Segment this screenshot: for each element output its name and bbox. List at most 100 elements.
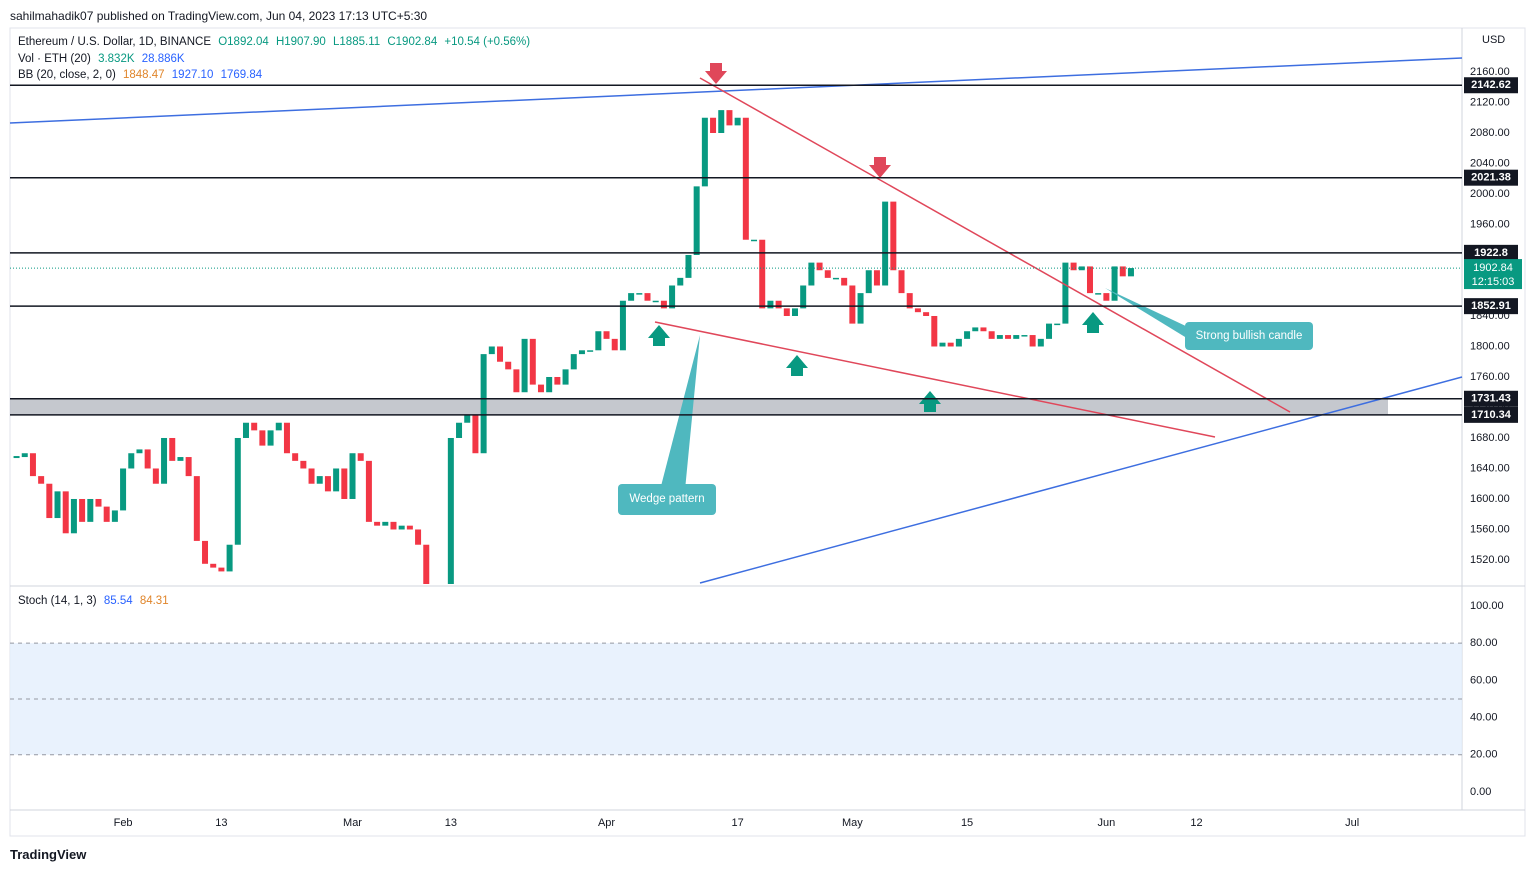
stoch-tick-label: 100.00 <box>1470 600 1504 612</box>
callout-pointer <box>1105 288 1190 340</box>
candle <box>415 529 422 545</box>
candle <box>611 338 618 351</box>
candle <box>578 350 585 355</box>
candle <box>226 544 233 572</box>
y-tick-label: 2120.00 <box>1470 96 1510 108</box>
x-tick-label: 15 <box>961 817 973 829</box>
candle <box>382 521 389 526</box>
candle <box>62 491 69 534</box>
bb-lower: 1769.84 <box>220 69 263 81</box>
x-tick-label: Apr <box>598 817 615 829</box>
y-tick-label: 1760.00 <box>1470 371 1510 383</box>
price-pane <box>10 110 1388 629</box>
level-tag <box>1464 244 1518 261</box>
candle <box>677 277 684 286</box>
candle <box>79 498 86 522</box>
candle <box>636 293 643 295</box>
level-tag <box>1464 390 1518 407</box>
candle <box>283 422 290 454</box>
drawings: Strong bullish candle Wedge pattern <box>9 57 1463 584</box>
x-tick-label: Jul <box>1345 817 1359 829</box>
candle <box>996 335 1003 339</box>
open: O1892.04 <box>218 36 269 48</box>
candle <box>685 254 692 278</box>
candle <box>464 415 471 423</box>
candle <box>357 453 364 461</box>
candle <box>783 308 790 316</box>
candle <box>816 262 823 271</box>
volume-ma: 28.886K <box>141 53 185 65</box>
y-tick-label: 1960.00 <box>1470 218 1510 230</box>
currency: USD <box>1482 34 1505 46</box>
symbol: Ethereum / U.S. Dollar, 1D, BINANCE <box>18 36 212 48</box>
stoch-tick-label: 40.00 <box>1470 711 1498 723</box>
candle <box>537 384 544 393</box>
stoch-tick-label: 60.00 <box>1470 674 1498 686</box>
candle <box>54 491 61 519</box>
callout-text: Strong bullish candle <box>1196 330 1303 342</box>
frame <box>9 27 1526 837</box>
candle <box>152 468 159 484</box>
trendline <box>9 57 1463 124</box>
candle <box>1078 266 1085 271</box>
y-tick-label: 2000.00 <box>1470 188 1510 200</box>
countdown: 12:15:03 <box>1472 276 1515 288</box>
candle <box>1029 335 1036 347</box>
x-tick-label: 13 <box>445 817 457 829</box>
stoch-tick-label: 20.00 <box>1470 749 1498 761</box>
stoch-tick-label: 80.00 <box>1470 637 1498 649</box>
candle <box>275 422 282 431</box>
high: H1907.90 <box>275 36 326 48</box>
price-tag <box>1464 259 1522 290</box>
stoch-legend: Stoch (14, 1, 3) 85.54 84.31 <box>18 595 173 607</box>
up-arrow <box>919 391 941 412</box>
candle <box>29 453 36 477</box>
candle <box>1021 335 1028 337</box>
candle <box>742 117 749 240</box>
close: C1902.84 <box>387 36 438 48</box>
candle <box>1054 323 1061 326</box>
candle <box>562 369 569 385</box>
candle <box>882 201 889 286</box>
candle <box>669 285 676 309</box>
candle <box>440 606 446 629</box>
candle <box>267 430 274 446</box>
candle <box>210 563 217 568</box>
candle <box>136 449 143 454</box>
candle <box>701 117 708 187</box>
stoch-k: 85.54 <box>103 595 133 607</box>
candle <box>865 270 872 294</box>
candle <box>1086 266 1093 294</box>
candle <box>1111 266 1118 301</box>
candle <box>456 422 463 438</box>
candle <box>406 525 413 530</box>
candle <box>234 437 241 545</box>
x-tick-label: 12 <box>1190 817 1202 829</box>
candle <box>161 437 168 484</box>
candle <box>144 449 151 469</box>
y-tick-label: 1800.00 <box>1470 340 1510 352</box>
candle <box>308 468 315 484</box>
x-tick-label: May <box>842 817 863 829</box>
candle <box>488 346 495 355</box>
candle <box>644 293 651 301</box>
candle <box>791 308 798 316</box>
candle <box>472 415 479 454</box>
candle <box>423 544 430 584</box>
candle <box>218 567 225 572</box>
change: +10.54 (+0.56%) <box>444 36 531 48</box>
candle <box>70 498 77 534</box>
candle <box>1103 293 1110 301</box>
candle <box>1095 293 1102 295</box>
candle <box>21 453 28 458</box>
candle <box>120 468 127 511</box>
y-tick-label: 1920.00 <box>1470 249 1510 261</box>
candle <box>628 293 635 301</box>
y-tick-label: 1520.00 <box>1470 554 1510 566</box>
candle <box>800 285 807 309</box>
candle <box>1062 262 1069 324</box>
volume-legend: Vol · ETH (20) 3.832K 28.886K <box>18 53 189 65</box>
volume-value: 3.832K <box>98 53 135 65</box>
candle <box>554 376 561 385</box>
